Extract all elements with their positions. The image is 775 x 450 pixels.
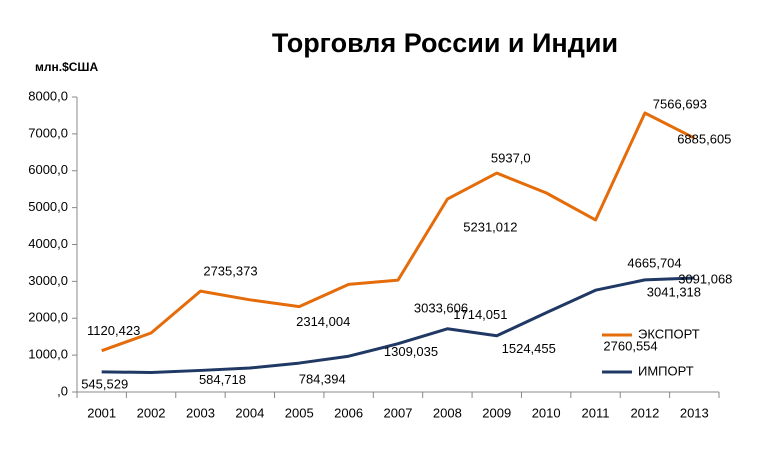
legend-label: ЭКСПОРТ <box>638 326 700 341</box>
y-tick-label: 7000,0 <box>28 125 68 140</box>
data-label: 1714,051 <box>453 307 507 322</box>
data-label: 1309,035 <box>384 344 438 359</box>
y-axis-label: млн.$США <box>35 60 98 74</box>
data-label: 5937,0 <box>491 151 531 166</box>
y-tick-label: 1000,0 <box>28 347 68 362</box>
data-label: 3091,068 <box>678 271 732 286</box>
x-tick-label: 2010 <box>532 405 561 420</box>
data-label: 584,718 <box>199 372 246 387</box>
series-line <box>101 276 695 374</box>
x-tick-label: 2005 <box>285 405 314 420</box>
data-label: 784,394 <box>299 372 346 387</box>
data-label: 2314,004 <box>296 314 350 329</box>
data-label: 3033,606 <box>414 301 468 316</box>
x-tick-label: 2004 <box>235 405 264 420</box>
data-label: 3041,318 <box>647 284 701 299</box>
x-tick-label: 2008 <box>433 405 462 420</box>
y-tick-label: 2000,0 <box>28 310 68 325</box>
x-tick-label: 2001 <box>87 405 116 420</box>
y-tick-label: 5000,0 <box>28 199 68 214</box>
data-label: 5231,012 <box>463 220 517 235</box>
data-label: 2760,554 <box>603 339 657 354</box>
data-label: 1120,423 <box>87 323 140 338</box>
y-tick-label: 6000,0 <box>28 162 68 177</box>
y-tick-label: 4000,0 <box>28 236 68 251</box>
legend-label: ИМПОРТ <box>638 363 694 378</box>
data-label: 4665,704 <box>627 255 681 270</box>
data-label: 6885,605 <box>677 132 731 147</box>
x-tick-label: 2002 <box>137 405 166 420</box>
x-tick-label: 2009 <box>482 405 511 420</box>
x-tick-label: 2012 <box>630 405 659 420</box>
x-tick-label: 2003 <box>186 405 215 420</box>
x-tick-label: 2007 <box>384 405 413 420</box>
data-label: 545,529 <box>81 376 128 391</box>
x-tick-label: 2013 <box>680 405 709 420</box>
x-tick-label: 2006 <box>334 405 363 420</box>
data-label: 7566,693 <box>653 96 707 111</box>
y-tick-label: 8000,0 <box>28 88 68 103</box>
series-line <box>101 111 695 353</box>
chart-title: Торговля России и Индии <box>272 28 618 58</box>
data-label: 1524,455 <box>502 341 556 356</box>
y-tick-label: 3000,0 <box>28 273 68 288</box>
data-label: 2735,373 <box>203 264 257 279</box>
y-tick-label: ,0 <box>57 383 68 398</box>
x-tick-label: 2011 <box>582 405 610 420</box>
